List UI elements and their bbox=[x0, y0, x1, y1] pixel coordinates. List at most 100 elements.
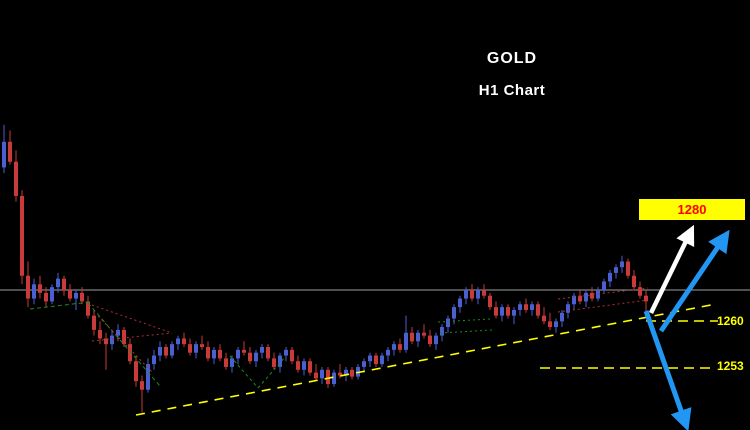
candle-body bbox=[440, 327, 444, 336]
candle-body bbox=[104, 338, 108, 345]
candle-body bbox=[404, 332, 408, 350]
candle-body bbox=[584, 292, 588, 302]
candle-body bbox=[338, 372, 342, 376]
candle-body bbox=[272, 358, 276, 367]
candle-body bbox=[248, 352, 252, 362]
candle-body bbox=[212, 349, 216, 359]
candle-body bbox=[278, 355, 282, 367]
candle-body bbox=[626, 261, 630, 276]
chart-title-block: GOLD H1 Chart bbox=[479, 50, 546, 99]
candle-body bbox=[542, 315, 546, 322]
candle-body bbox=[506, 307, 510, 316]
candle-body bbox=[608, 272, 612, 282]
candle-body bbox=[386, 349, 390, 356]
candle-body bbox=[296, 361, 300, 370]
candle-body bbox=[446, 318, 450, 328]
candle-body bbox=[260, 347, 264, 353]
candle-body bbox=[92, 315, 96, 330]
support-level-1260-label: 1260 bbox=[717, 314, 744, 328]
candle-body bbox=[20, 195, 24, 276]
candle-body bbox=[116, 329, 120, 336]
candle-body bbox=[392, 344, 396, 350]
candle-body bbox=[530, 304, 534, 310]
candle-body bbox=[464, 290, 468, 299]
candle-body bbox=[572, 295, 576, 305]
candle-body bbox=[518, 304, 522, 310]
candle-body bbox=[98, 329, 102, 339]
candle-body bbox=[290, 349, 294, 362]
candle-body bbox=[500, 307, 504, 316]
candle-body bbox=[524, 304, 528, 310]
candle-body bbox=[344, 369, 348, 376]
candle-body bbox=[164, 347, 168, 356]
red-wedge-upper bbox=[91, 304, 173, 334]
red-channel-upper bbox=[557, 287, 649, 300]
candle-body bbox=[128, 344, 132, 362]
candle-body bbox=[416, 332, 420, 342]
candle-body bbox=[554, 321, 558, 328]
candle-body bbox=[284, 349, 288, 356]
candle-body bbox=[134, 361, 138, 382]
candle-body bbox=[170, 344, 174, 356]
candle-body bbox=[476, 290, 480, 299]
candle-body bbox=[2, 141, 6, 168]
candle-body bbox=[590, 292, 594, 299]
chart-title: GOLD bbox=[486, 50, 538, 67]
candle-body bbox=[380, 355, 384, 365]
green-flag-upper bbox=[437, 318, 491, 323]
candle-body bbox=[314, 372, 318, 379]
candle-body bbox=[302, 361, 306, 370]
candle-body bbox=[38, 284, 42, 293]
candle-body bbox=[482, 290, 486, 296]
candle-body bbox=[188, 344, 192, 353]
candle-body bbox=[224, 358, 228, 367]
candle-body bbox=[158, 347, 162, 356]
candle-body bbox=[176, 338, 180, 345]
candle-body bbox=[602, 281, 606, 290]
candle-body bbox=[644, 295, 648, 302]
candle-body bbox=[410, 332, 414, 342]
candle-body bbox=[266, 347, 270, 359]
candle-body bbox=[230, 358, 234, 367]
blue-down-projection-arrow bbox=[643, 310, 692, 430]
candle-body bbox=[614, 267, 618, 273]
red-channel-lower bbox=[557, 299, 649, 313]
candle-body bbox=[560, 312, 564, 322]
white-projection-arrow bbox=[648, 224, 695, 314]
candle-body bbox=[86, 301, 90, 316]
candle-body bbox=[428, 335, 432, 345]
candle-body bbox=[548, 321, 552, 328]
candle-body bbox=[194, 344, 198, 353]
candle-body bbox=[50, 287, 54, 302]
candle-body bbox=[152, 355, 156, 365]
candle-body bbox=[398, 344, 402, 350]
candle-body bbox=[110, 335, 114, 345]
red-wedge-lower bbox=[91, 332, 173, 342]
candle-body bbox=[80, 292, 84, 302]
candle-body bbox=[26, 275, 30, 299]
price-target-value: 1280 bbox=[677, 202, 707, 217]
candle-body bbox=[632, 275, 636, 288]
candle-body bbox=[578, 295, 582, 302]
candle-body bbox=[434, 335, 438, 345]
candle-body bbox=[206, 347, 210, 359]
candle-body bbox=[512, 309, 516, 316]
rising-support-trendline bbox=[135, 303, 717, 416]
candle-body bbox=[32, 284, 36, 299]
candle-body bbox=[320, 369, 324, 379]
price-target-label: 1280 bbox=[639, 199, 745, 220]
candle-body bbox=[536, 304, 540, 316]
candle-body bbox=[332, 372, 336, 385]
green-decline-line bbox=[87, 302, 161, 387]
green-v-left bbox=[229, 355, 259, 389]
candle-body bbox=[470, 290, 474, 299]
support-level-1253-label: 1253 bbox=[717, 359, 744, 373]
candle-body bbox=[68, 290, 72, 299]
candle-body bbox=[458, 298, 462, 308]
candle-body bbox=[182, 338, 186, 345]
candle-body bbox=[122, 329, 126, 345]
candle-body bbox=[620, 261, 624, 268]
chart-subtitle: H1 Chart bbox=[478, 82, 546, 99]
